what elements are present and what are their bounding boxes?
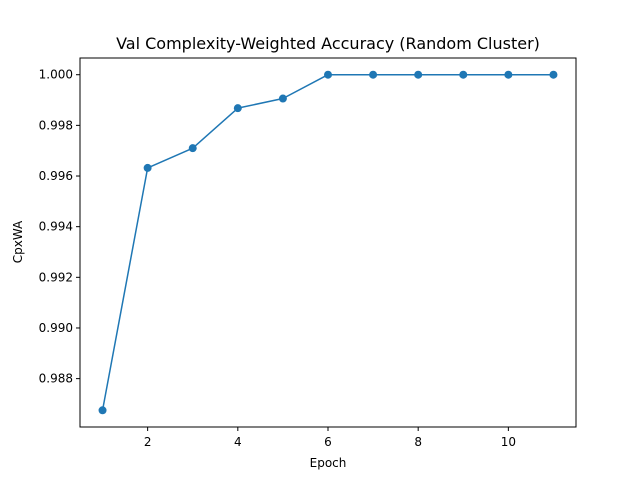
x-axis-label: Epoch — [310, 456, 347, 470]
chart-title: Val Complexity-Weighted Accuracy (Random… — [116, 34, 540, 53]
y-axis-ticks: 0.988 0.990 0.992 0.994 0.996 0.998 1.000 — [39, 68, 80, 386]
data-point — [98, 406, 107, 415]
y-tick-label: 0.988 — [39, 372, 73, 386]
plot-frame — [79, 57, 577, 428]
data-point — [278, 94, 287, 103]
y-tick-label: 0.996 — [39, 169, 73, 183]
x-tick-label: 10 — [501, 435, 516, 449]
y-tick-label: 1.000 — [39, 68, 73, 82]
x-tick-label: 6 — [324, 435, 332, 449]
y-tick-label: 0.990 — [39, 321, 73, 335]
x-tick-label: 8 — [414, 435, 422, 449]
data-point — [369, 70, 378, 79]
data-point — [188, 144, 197, 153]
x-tick-label: 2 — [144, 435, 152, 449]
data-point — [324, 70, 332, 79]
y-tick-label: 0.992 — [39, 270, 73, 284]
data-point — [504, 70, 513, 79]
y-axis-label: CpxWA — [11, 220, 25, 263]
data-point — [143, 163, 152, 172]
data-point — [549, 70, 558, 79]
series-layer — [98, 70, 558, 415]
y-tick-label: 0.994 — [39, 220, 73, 234]
x-axis-ticks: 2 4 6 8 10 — [144, 427, 516, 449]
y-tick-label: 0.998 — [39, 118, 73, 132]
x-tick-label: 4 — [234, 435, 242, 449]
data-point — [414, 70, 423, 79]
data-point — [233, 104, 242, 113]
data-point — [459, 70, 468, 79]
